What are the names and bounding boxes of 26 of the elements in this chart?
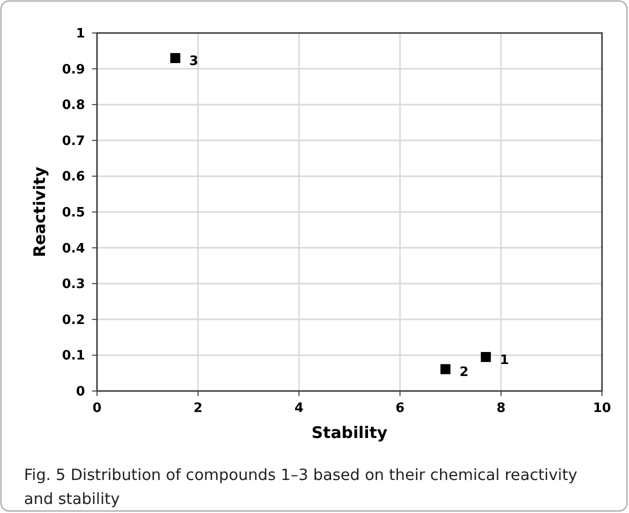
y-tick-label: 0.5 (62, 206, 85, 220)
point (480, 352, 491, 362)
y-tick-label: 0 (76, 384, 85, 400)
x-tick-label: 2 (193, 401, 203, 416)
x-tick-label: 0 (92, 401, 102, 416)
y-tick-label: 1 (76, 26, 85, 42)
x-tick-label: 4 (294, 401, 304, 416)
annotation: 3 (189, 54, 198, 70)
annotation: 1 (500, 352, 509, 368)
annotation: 2 (459, 365, 468, 380)
y-tick-label: 0.3 (62, 277, 85, 292)
x-tick-label: 8 (496, 401, 506, 416)
y-axis-title: Reactivity (30, 166, 49, 258)
caption: Fig. 5 Distribution of compounds 1–3 based on their chemical reactivity and stability (24, 465, 578, 510)
point (440, 364, 450, 374)
x-tick-label: 10 (592, 401, 612, 416)
y-tick-label: 0.9 (62, 62, 85, 78)
y-tick-label: 0.6 (62, 170, 85, 185)
y-tick-label: 0.8 (62, 98, 85, 114)
y-tick-label: 0.2 (62, 312, 85, 328)
point (170, 53, 180, 64)
x-axis-title: Stability (312, 423, 388, 442)
x-tick-label: 6 (395, 401, 405, 416)
y-tick-label: 0.4 (62, 241, 85, 256)
y-tick-label: 0.1 (62, 348, 85, 364)
y-tick-label: 0.7 (62, 134, 85, 149)
